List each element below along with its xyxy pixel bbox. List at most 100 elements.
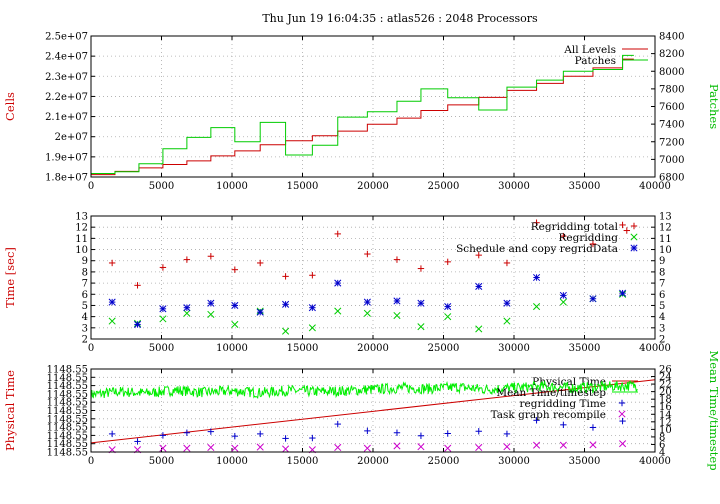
y2-tick-label: 16	[659, 402, 672, 413]
y2-tick-label: 7400	[659, 120, 684, 131]
x-tick-label: 10000	[216, 343, 248, 354]
series-regridding-total-point	[334, 230, 341, 238]
y-tick-label: 2	[82, 335, 88, 346]
series-schedule-and-copy-regriddata-point	[256, 308, 264, 316]
x-tick-label: 25000	[428, 343, 460, 354]
cells-patches-panel: 0 5000 10000 15000 20000 25000 30000 35000 40000…	[3, 32, 720, 193]
series-regridding-total-point	[623, 227, 630, 234]
series-regridding-point	[308, 324, 316, 332]
y-tick-label: 10	[75, 245, 88, 256]
y2-tick-label: 8400	[659, 32, 684, 43]
series-task-graph-recompile-point	[619, 440, 627, 448]
y-tick-label: 11	[75, 234, 88, 245]
series-task-graph-recompile-legend-marker	[618, 410, 626, 418]
y2-tick-label: 4	[659, 448, 665, 459]
x-tick-label: 35000	[569, 456, 601, 467]
series-regridding-time-point	[207, 428, 215, 435]
series-schedule-and-copy-regriddata-point	[619, 289, 627, 297]
physical-time-panel: 0 5000 10000 15000 20000 25000 30000 35000 40000…	[3, 350, 720, 470]
y-tick-label: 1.8e+07	[45, 173, 88, 184]
x-tick-label: 25000	[428, 181, 460, 192]
plot-frame	[90, 215, 656, 340]
y2-tick-label: 6800	[659, 173, 684, 184]
y2-tick-label: 22	[659, 380, 672, 391]
x-tick-label: 0	[88, 343, 94, 354]
y2-tick-label: 6	[659, 440, 665, 451]
series-task-graph-recompile-point	[417, 443, 425, 451]
series-task-graph-recompile-point	[183, 444, 191, 452]
series-regridding-total-point	[533, 219, 540, 226]
x-tick-label: 40000	[639, 343, 671, 354]
y-tick-label: 1148.55	[47, 448, 88, 459]
y2-tick-label: 5	[659, 301, 665, 312]
series-regridding-total-point	[444, 258, 451, 266]
series-regridding-total-point	[159, 264, 167, 271]
series-regridding-point	[183, 309, 191, 317]
series-task-graph-recompile-point	[282, 445, 290, 453]
series-all-levels-legend-label: All Levels	[563, 44, 616, 56]
x-tick-label: 0	[88, 181, 94, 192]
series-regridding-time-point	[364, 427, 371, 435]
y-tick-label: 2.5e+07	[45, 32, 88, 43]
y2-tick-label: 6	[659, 290, 665, 301]
y-tick-label: 1148.55	[47, 423, 88, 434]
y-tick-label: 13	[75, 212, 88, 223]
series-regridding-total-point	[560, 232, 567, 240]
series-schedule-and-copy-regriddata-point	[133, 320, 142, 329]
series-task-graph-recompile-point	[256, 443, 264, 451]
y2-tick-label: 8200	[659, 49, 684, 60]
series-regridding-time-point	[309, 434, 316, 442]
series-regridding-time-point	[533, 417, 540, 424]
series-schedule-and-copy-regriddata-legend-marker	[630, 244, 638, 252]
series-mean-time-timestep-line	[90, 380, 638, 400]
series-regridding-time-point	[560, 421, 567, 429]
y-tick-label: 6	[82, 290, 88, 301]
series-regridding-point	[231, 320, 239, 329]
plot-frame	[90, 35, 656, 178]
series-regridding-total-point	[393, 256, 401, 263]
y-tick-label: 1148.55	[47, 389, 88, 400]
series-regridding-total-point	[364, 250, 371, 258]
series-schedule-and-copy-regriddata-point	[108, 298, 116, 306]
series-regridding-total-point	[183, 256, 191, 263]
series-schedule-and-copy-regriddata-point	[207, 299, 215, 307]
y2-tick-label: 7800	[659, 84, 684, 95]
series-regridding-point	[533, 303, 541, 311]
y2-tick-label: 7600	[659, 102, 684, 113]
series-regridding-total-point	[589, 240, 597, 248]
series-regridding-point	[159, 315, 167, 323]
y-tick-label: 8	[82, 267, 88, 278]
y2-tick-label: 9	[659, 256, 665, 267]
series-regridding-point	[363, 309, 371, 317]
y2-tick-label: 12	[659, 223, 672, 234]
x-tick-label: 0	[88, 456, 94, 467]
x-tick-label: 40000	[639, 456, 671, 467]
x-tick-label: 20000	[357, 456, 389, 467]
y2-tick-label: 26	[659, 365, 672, 376]
y-tick-label: 1148.55	[47, 406, 88, 417]
y-tick-label: 2e+07	[55, 132, 88, 143]
x-tick-label: 25000	[428, 456, 460, 467]
series-regridding-point	[417, 323, 425, 331]
y-tick-label: 2.4e+07	[45, 52, 88, 63]
series-regridding-time-point	[417, 432, 425, 439]
series-regridding-total-point	[231, 266, 239, 273]
series-task-graph-recompile-point	[589, 441, 597, 449]
y2-tick-label: 14	[659, 410, 672, 421]
y2-tick-label: 7000	[659, 155, 684, 166]
series-regridding-time-legend-marker	[618, 399, 626, 407]
plot-frame	[90, 368, 656, 453]
x-tick-label: 20000	[357, 343, 389, 354]
x-tick-label: 40000	[639, 181, 671, 192]
y2-tick-label: 7	[659, 279, 665, 290]
y-tick-label: 1148.55	[47, 365, 88, 376]
x-tick-label: 35000	[569, 343, 601, 354]
series-schedule-and-copy-regriddata-point	[308, 304, 316, 312]
y-tick-label: 3	[82, 323, 88, 334]
series-regridding-point	[393, 311, 401, 320]
series-regridding-time-point	[282, 435, 289, 442]
y2-tick-label: 10	[659, 425, 672, 436]
y-tick-label: 9	[82, 256, 88, 267]
series-mean-time-timestep-legend-label: Mean Time/timestep	[496, 387, 606, 399]
series-task-graph-recompile-point	[444, 444, 452, 452]
